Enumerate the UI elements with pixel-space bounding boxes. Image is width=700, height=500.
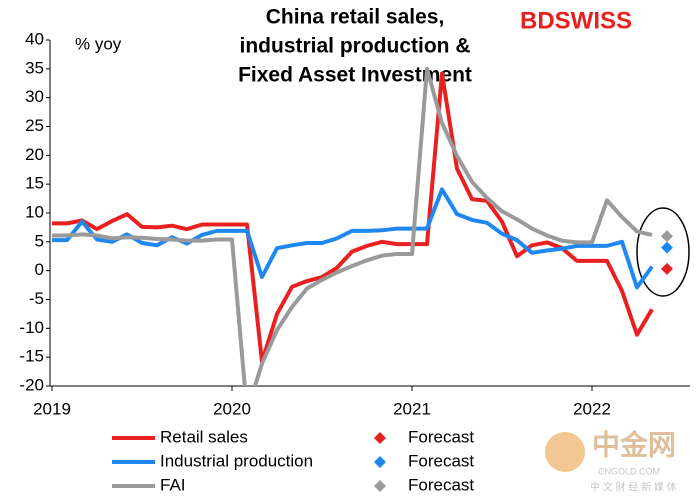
- legend-label: Forecast: [408, 427, 474, 446]
- chart-title: China retail sales,: [266, 6, 445, 29]
- legend-swatch: [374, 432, 386, 444]
- y-tick-label: 10: [25, 202, 44, 221]
- watermark-icon: [545, 432, 585, 472]
- legend-label: Retail sales: [160, 427, 248, 446]
- x-tick-label: 2022: [573, 399, 611, 418]
- legend-swatch: [374, 456, 386, 468]
- series-line: [52, 71, 654, 364]
- watermark-site: CNGOLD.COM: [598, 466, 660, 476]
- y-tick-label: -10: [19, 318, 44, 337]
- y-tick-label: -15: [19, 347, 44, 366]
- forecast-marker: [661, 230, 673, 243]
- forecast-circle: [636, 207, 690, 297]
- series-line: [52, 187, 654, 290]
- watermark-name: 中金网: [592, 428, 676, 460]
- x-tick-label: 2020: [213, 399, 251, 418]
- y-tick-label: 0: [35, 260, 44, 279]
- logo-text: BDSWISS: [520, 7, 632, 34]
- y-tick-label: 20: [25, 145, 44, 164]
- plot-area: [52, 66, 673, 386]
- y-axis-label: % yoy: [75, 34, 122, 53]
- x-tick-label: 2019: [33, 399, 71, 418]
- y-tick-label: 35: [25, 58, 44, 77]
- series-line: [52, 66, 653, 386]
- forecast-marker: [661, 241, 673, 254]
- y-tick-label: 15: [25, 174, 44, 193]
- forecast-marker: [661, 262, 673, 275]
- legend-label: FAI: [160, 475, 186, 494]
- chart-title: Fixed Asset Investment: [238, 64, 472, 87]
- watermark: 中金网 CNGOLD.COM 中 文 财 经 新 媒 体: [545, 428, 677, 494]
- y-tick-label: -20: [19, 375, 44, 394]
- legend-label: Forecast: [408, 451, 474, 470]
- legend-label: Forecast: [408, 475, 474, 494]
- legend-swatch: [374, 480, 386, 492]
- legend-label: Industrial production: [160, 451, 313, 470]
- chart-title: industrial production &: [240, 35, 471, 58]
- y-tick-label: -5: [29, 289, 44, 308]
- y-tick-label: 5: [35, 231, 44, 250]
- y-tick-label: 25: [25, 116, 44, 135]
- watermark-tagline: 中 文 财 经 新 媒 体: [590, 481, 677, 494]
- logo: BDSWISS: [520, 7, 632, 34]
- x-tick-label: 2021: [393, 399, 431, 418]
- y-tick-label: 30: [25, 87, 44, 106]
- y-tick-label: 40: [25, 29, 44, 48]
